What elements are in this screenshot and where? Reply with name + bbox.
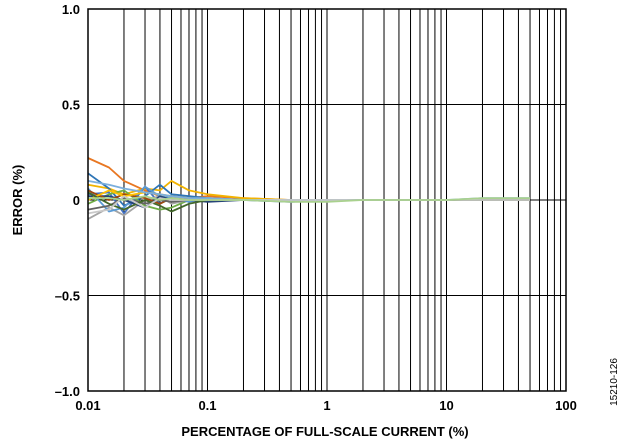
x-tick-label: 10 xyxy=(439,398,453,413)
x-tick-label: 0.1 xyxy=(198,398,216,413)
x-tick-label: 0.01 xyxy=(75,398,100,413)
y-tick-label: –0.5 xyxy=(55,289,80,304)
plot-frame xyxy=(87,8,567,392)
x-tick-label: 1 xyxy=(323,398,330,413)
figure-id: 15210-126 xyxy=(609,358,620,406)
x-tick-label: 100 xyxy=(555,398,577,413)
series-lines xyxy=(87,157,530,220)
y-tick-label: –1.0 xyxy=(55,384,80,399)
series-line-15 xyxy=(88,195,530,203)
y-tick-label: 0 xyxy=(73,193,80,208)
y-axis-label: ERROR (%) xyxy=(10,165,25,236)
y-tick-label: 0.5 xyxy=(62,98,80,113)
y-tick-label: 1.0 xyxy=(62,2,80,17)
tick-labels: 0.01 0.1 1 10 100 1.0 0.5 0 –0.5 –1.0 xyxy=(55,2,577,413)
x-axis-label: PERCENTAGE OF FULL-SCALE CURRENT (%) xyxy=(181,424,468,439)
